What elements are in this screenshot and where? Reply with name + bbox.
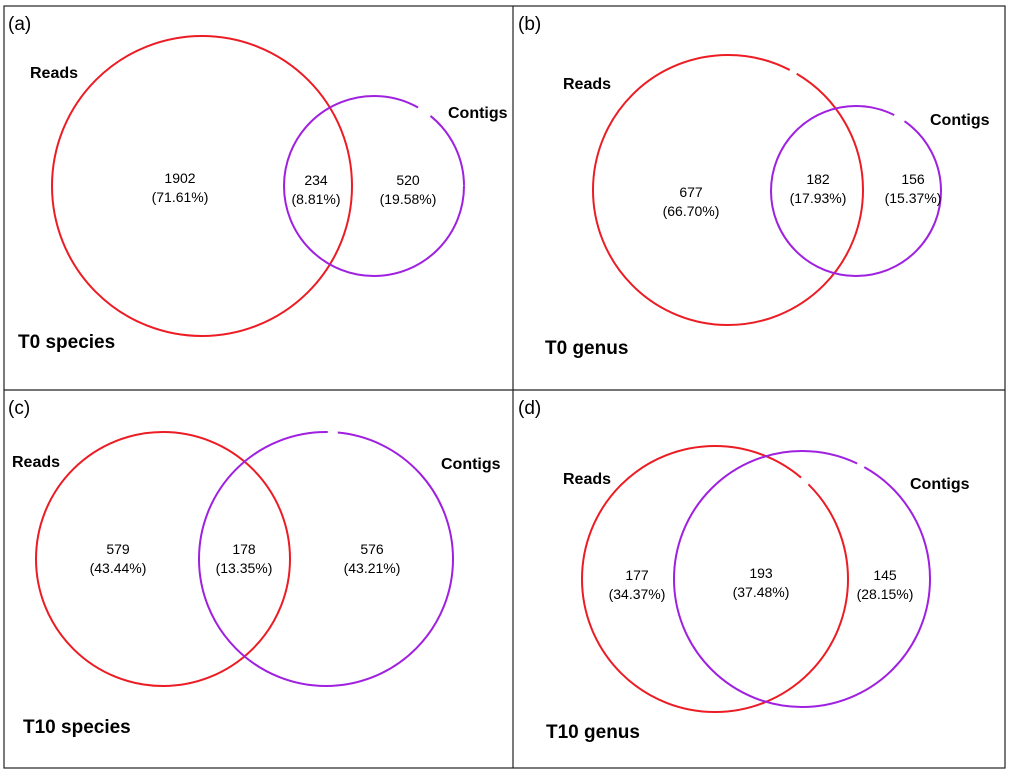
panel-c-contigs-only-count: 576 [360,541,384,557]
panel-b-contigs-only-pct: (15.37%) [885,190,942,206]
panel-b-contigs-circle [770,105,942,277]
panel-d-contigs-only-count: 145 [873,567,897,583]
panel-a-contigs-circle [283,95,465,277]
panel-d-both-pct: (37.48%) [733,584,790,600]
panel-c-label: (c) [8,398,30,419]
panel-d-reads-only-pct: (34.37%) [609,586,666,602]
outer-border [3,5,1006,769]
panel-a-reads-only-count: 1902 [164,170,195,186]
panel-b-reads-label: Reads [563,76,611,93]
panel-c-contigs-only-pct: (43.21%) [344,560,401,576]
panel-d-contigs-circle [673,450,931,708]
panel-c-reads-label: Reads [12,454,60,471]
panel-b-reads-circle [592,54,864,326]
panel-c-reads-only-pct: (43.44%) [90,560,147,576]
panel-d-title: T10 genus [546,722,640,743]
panel-a-title: T0 species [18,332,115,353]
panel-a-reads-only-pct: (71.61%) [152,189,209,205]
panel-a-reads-circle [51,35,353,337]
panel-c-reads-circle [35,431,291,687]
panel-b-reads-only-count: 677 [679,184,703,200]
panel-a-contigs-label: Contigs [448,105,508,122]
panel-c-contigs-circle [198,431,454,687]
panel-a-both-pct: (8.81%) [291,191,340,207]
panel-b-label: (b) [518,14,541,35]
panel-a-contigs-only-count: 520 [396,172,420,188]
panel-d-reads-circle [581,445,849,713]
panel-d-contigs-label: Contigs [910,476,970,493]
panel-c-both-count: 178 [232,541,256,557]
panel-b-contigs-only-count: 156 [901,171,925,187]
panel-d-contigs-only-pct: (28.15%) [857,586,914,602]
panel-b-contigs-label: Contigs [930,112,990,129]
panel-d: (d) Reads Contigs 177 (34.37%) 193 (37.4… [518,398,970,743]
panel-d-label: (d) [518,398,541,419]
panel-a-label: (a) [8,14,31,35]
panel-grid [3,5,1006,769]
panel-b-both-pct: (17.93%) [790,190,847,206]
panel-c-both-pct: (13.35%) [216,560,273,576]
panel-a-both-count: 234 [304,172,328,188]
panel-b-reads-only-pct: (66.70%) [663,203,720,219]
panel-a-contigs-only-pct: (19.58%) [380,191,437,207]
panel-d-both-count: 193 [749,565,773,581]
panel-c-reads-only-count: 579 [106,541,130,557]
panel-c: (c) Reads Contigs 579 (43.44%) 178 (13.3… [8,398,501,738]
panel-a: (a) Reads Contigs 1902 (71.61%) 234 (8.8… [8,14,508,353]
panel-b-both-count: 182 [806,171,830,187]
panel-c-contigs-label: Contigs [441,456,501,473]
panel-c-title: T10 species [23,717,131,738]
panel-b: (b) Reads Contigs 677 (66.70%) 182 (17.9… [518,14,990,359]
panel-d-reads-label: Reads [563,471,611,488]
panel-d-reads-only-count: 177 [625,567,649,583]
panel-b-title: T0 genus [545,338,628,359]
panel-a-reads-label: Reads [30,65,78,82]
